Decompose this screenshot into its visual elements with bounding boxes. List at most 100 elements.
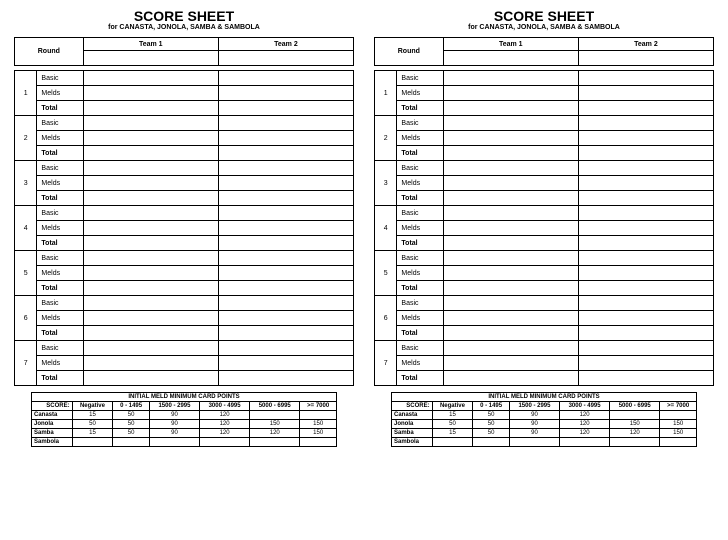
round-number: 7	[375, 341, 397, 386]
round-number: 7	[15, 341, 37, 386]
score-cell	[443, 341, 578, 356]
meld-row-label: Canasta	[392, 411, 433, 420]
score-cell	[578, 341, 713, 356]
score-cell	[578, 236, 713, 251]
score-cell	[218, 221, 353, 236]
score-cell	[218, 116, 353, 131]
score-cell	[443, 371, 578, 386]
team1-name-cell	[443, 51, 578, 66]
score-cell	[443, 191, 578, 206]
score-cell	[578, 281, 713, 296]
meld-value	[300, 438, 337, 447]
score-cell	[218, 371, 353, 386]
row-label: Total	[37, 326, 83, 341]
score-cell	[83, 251, 218, 266]
score-cell	[218, 206, 353, 221]
score-cell	[443, 236, 578, 251]
row-label: Basic	[37, 341, 83, 356]
meld-col-header: 5000 - 6995	[250, 402, 300, 411]
meld-value	[149, 438, 199, 447]
meld-value: 150	[300, 429, 337, 438]
row-label: Melds	[37, 221, 83, 236]
score-cell	[443, 221, 578, 236]
meld-col-header: >= 7000	[300, 402, 337, 411]
score-cell	[578, 206, 713, 221]
meld-value: 150	[300, 420, 337, 429]
row-label: Basic	[37, 206, 83, 221]
score-cell	[83, 191, 218, 206]
score-sheet-left: SCORE SHEETfor CANASTA, JONOLA, SAMBA & …	[14, 8, 354, 447]
header-team1: Team 1	[83, 38, 218, 51]
meld-value	[250, 411, 300, 420]
score-table: RoundTeam 1Team 21BasicMeldsTotal2BasicM…	[14, 37, 354, 386]
score-cell	[83, 356, 218, 371]
score-cell	[83, 296, 218, 311]
score-cell	[218, 101, 353, 116]
round-number: 5	[375, 251, 397, 296]
row-label: Total	[37, 371, 83, 386]
team2-name-cell	[218, 51, 353, 66]
meld-value: 150	[660, 429, 697, 438]
meld-value	[300, 411, 337, 420]
score-cell	[83, 131, 218, 146]
meld-table: INITIAL MELD MINIMUM CARD POINTSSCORE:Ne…	[391, 392, 697, 447]
score-cell	[578, 161, 713, 176]
row-label: Melds	[37, 311, 83, 326]
meld-value	[200, 438, 250, 447]
score-cell	[218, 146, 353, 161]
row-label: Melds	[37, 86, 83, 101]
row-label: Basic	[397, 296, 443, 311]
score-cell	[443, 356, 578, 371]
round-number: 3	[375, 161, 397, 206]
row-label: Melds	[397, 266, 443, 281]
meld-value: 50	[432, 420, 473, 429]
score-cell	[218, 281, 353, 296]
meld-value: 90	[509, 420, 559, 429]
round-number: 5	[15, 251, 37, 296]
meld-value	[509, 438, 559, 447]
meld-col-header: 0 - 1495	[473, 402, 510, 411]
meld-row-label: Samba	[392, 429, 433, 438]
meld-value: 120	[560, 420, 610, 429]
meld-value: 120	[560, 411, 610, 420]
score-cell	[83, 236, 218, 251]
row-label: Total	[397, 146, 443, 161]
score-cell	[83, 221, 218, 236]
sheet-title: SCORE SHEET	[14, 8, 354, 24]
score-cell	[83, 206, 218, 221]
row-label: Total	[37, 236, 83, 251]
score-cell	[578, 371, 713, 386]
score-cell	[218, 86, 353, 101]
row-label: Total	[397, 326, 443, 341]
row-label: Melds	[397, 221, 443, 236]
score-sheet-right: SCORE SHEETfor CANASTA, JONOLA, SAMBA & …	[374, 8, 714, 447]
score-cell	[218, 356, 353, 371]
round-number: 3	[15, 161, 37, 206]
row-label: Basic	[397, 71, 443, 86]
score-cell	[83, 311, 218, 326]
meld-value: 15	[72, 411, 113, 420]
score-cell	[218, 236, 353, 251]
meld-value: 90	[509, 429, 559, 438]
meld-value: 50	[113, 411, 150, 420]
meld-row-label: Sambola	[392, 438, 433, 447]
round-number: 2	[15, 116, 37, 161]
row-label: Total	[37, 101, 83, 116]
row-label: Total	[37, 281, 83, 296]
score-cell	[443, 71, 578, 86]
score-cell	[578, 176, 713, 191]
meld-col-header: >= 7000	[660, 402, 697, 411]
meld-value: 150	[660, 420, 697, 429]
sheet-title: SCORE SHEET	[374, 8, 714, 24]
score-cell	[218, 296, 353, 311]
round-number: 1	[375, 71, 397, 116]
score-cell	[443, 101, 578, 116]
meld-row-label: Jonola	[392, 420, 433, 429]
meld-value	[432, 438, 473, 447]
score-cell	[83, 101, 218, 116]
score-cell	[218, 251, 353, 266]
meld-value	[560, 438, 610, 447]
meld-col-header: Negative	[72, 402, 113, 411]
meld-value	[660, 438, 697, 447]
meld-col-header: 1500 - 2995	[509, 402, 559, 411]
